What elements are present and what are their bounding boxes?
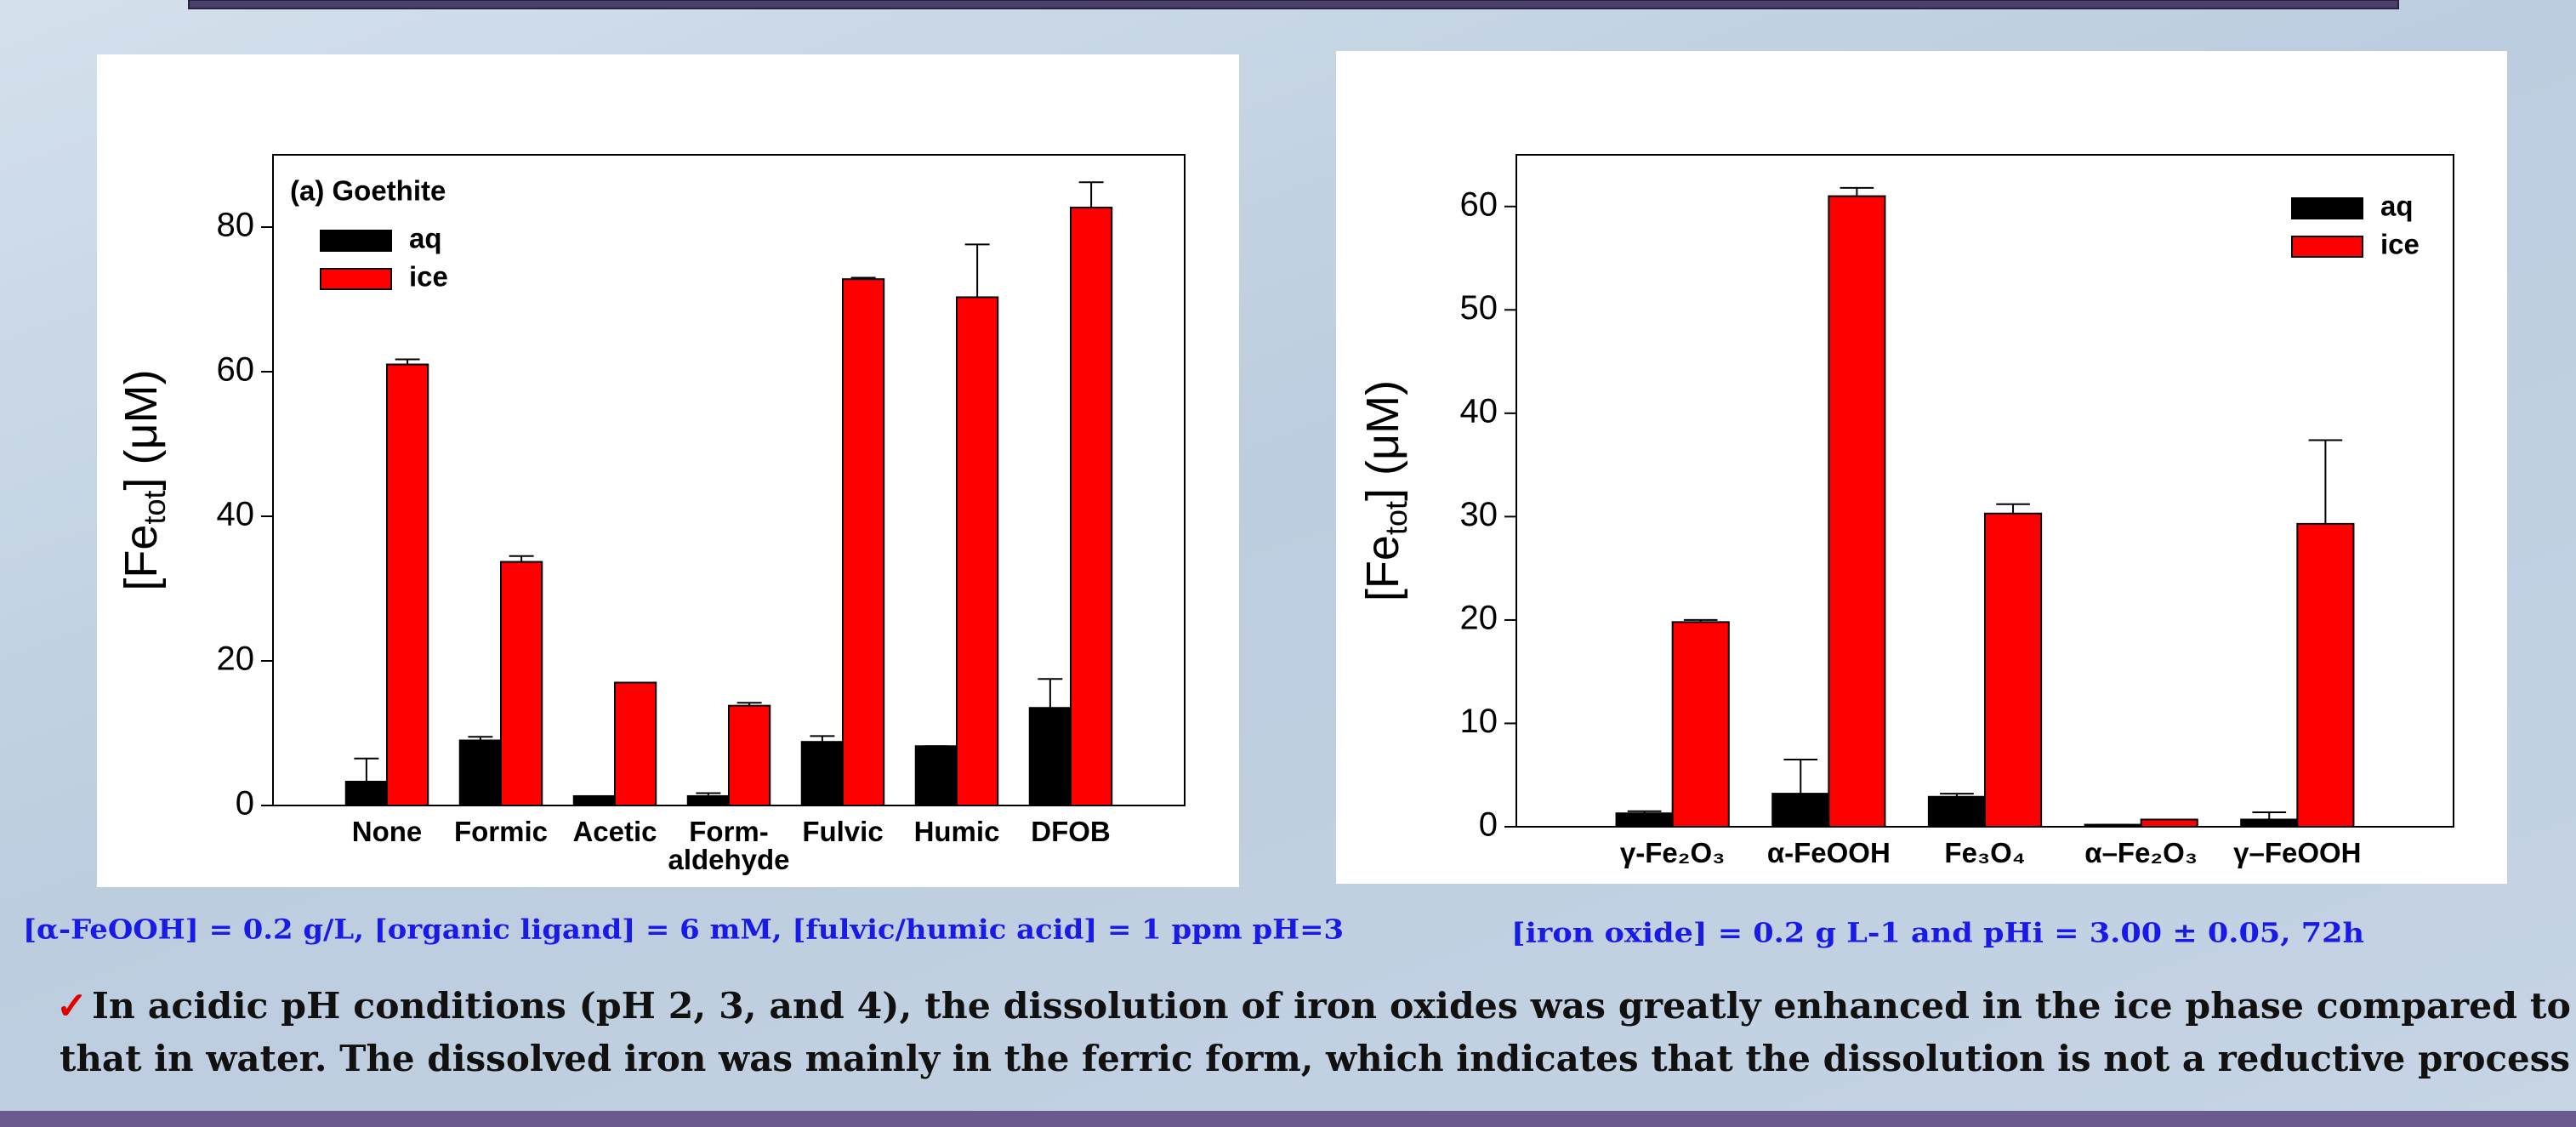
x-tick-label-box: Humic xyxy=(913,817,1000,847)
bar xyxy=(500,561,543,806)
caption: [α-FeOOH] = 0.2 g/L, [organic ligand] = … xyxy=(23,914,1344,946)
y-tick-label: 60 xyxy=(217,351,255,389)
y-tick-label: 0 xyxy=(236,785,254,822)
x-tick-label: DFOB xyxy=(1031,817,1111,847)
annotation: (a) Goethite xyxy=(290,175,446,207)
x-tick-label-box: Fe₃O₄ xyxy=(1944,839,2026,868)
y-tick-label: 40 xyxy=(217,496,255,533)
bar xyxy=(386,363,429,806)
bar xyxy=(2140,818,2198,828)
legend-swatch xyxy=(2291,236,2363,258)
x-tick-label: γ-Fe₂O₃ xyxy=(1619,839,1726,868)
plot-frame xyxy=(272,154,1186,806)
x-tick-label: α–Fe₂O₃ xyxy=(2084,839,2198,868)
x-tick-label: Fulvic xyxy=(802,817,884,847)
legend-swatch xyxy=(2291,197,2363,219)
y-axis-label: [Fetot] (μM) xyxy=(1357,380,1413,601)
y-tick-label: 20 xyxy=(217,640,255,678)
x-tick-label-box: α-FeOOH xyxy=(1766,839,1891,868)
x-tick-label-box: γ-Fe₂O₃ xyxy=(1619,839,1726,868)
bar xyxy=(956,296,999,806)
bar xyxy=(614,681,657,806)
legend-label: ice xyxy=(409,261,448,293)
bullet-text: In acidic pH conditions (pH 2, 3, and 4)… xyxy=(92,985,2571,1027)
bar xyxy=(2240,818,2299,828)
bullet-mark: ✓ xyxy=(56,986,88,1027)
y-axis-label: [Fetot] (μM) xyxy=(116,369,171,590)
x-tick-label-box: γ–FeOOH xyxy=(2233,839,2362,868)
bar xyxy=(800,741,844,807)
y-axis-label-part: ] (μM) xyxy=(116,369,167,490)
y-tick-label: 0 xyxy=(1479,806,1498,844)
x-tick-label-box: DFOB xyxy=(1031,817,1111,847)
y-tick-label: 40 xyxy=(1460,392,1498,430)
bar xyxy=(842,278,885,806)
bar xyxy=(2296,522,2355,828)
bar xyxy=(572,794,617,807)
x-tick-label: α-FeOOH xyxy=(1766,839,1891,868)
y-axis-label-sub: tot xyxy=(137,491,172,525)
y-axis-label-part: ] (μM) xyxy=(1357,380,1408,501)
x-tick-label: γ–FeOOH xyxy=(2233,839,2362,868)
legend-swatch xyxy=(320,268,392,290)
y-axis-label-sub: tot xyxy=(1379,501,1413,535)
x-tick-label: Fe₃O₄ xyxy=(1944,839,2026,868)
x-tick-label: Formic xyxy=(453,817,549,847)
top-bar xyxy=(188,0,2399,9)
y-tick-label: 10 xyxy=(1460,703,1498,740)
x-tick-label-box: None xyxy=(351,817,423,847)
legend-swatch xyxy=(320,230,392,252)
y-axis-label-part: [Fe xyxy=(1357,535,1408,601)
x-tick-label-box: α–Fe₂O₃ xyxy=(2084,839,2198,868)
x-tick-label: Humic xyxy=(913,817,1000,847)
bar xyxy=(1771,793,1830,828)
x-tick-label-box: Fulvic xyxy=(802,817,884,847)
bar xyxy=(914,745,958,806)
bar xyxy=(1671,621,1730,828)
y-tick-label: 80 xyxy=(217,207,255,244)
x-tick-label-box: Acetic xyxy=(572,817,657,847)
legend-label: ice xyxy=(2380,229,2420,260)
legend-label: aq xyxy=(2380,191,2414,222)
bullet-text: that in water. The dissolved iron was ma… xyxy=(60,1038,2570,1079)
bar xyxy=(686,794,731,807)
x-tick-label-box: Formic xyxy=(453,817,549,847)
legend-label: aq xyxy=(409,223,442,254)
y-tick-label: 20 xyxy=(1460,599,1498,636)
bar xyxy=(728,704,771,807)
bottom-bar xyxy=(0,1111,2576,1127)
x-tick-label: Form- aldehyde xyxy=(668,817,790,875)
y-tick-label: 30 xyxy=(1460,496,1498,533)
y-tick-label: 50 xyxy=(1460,289,1498,327)
y-tick-label: 60 xyxy=(1460,185,1498,223)
bar xyxy=(458,739,503,806)
plot-frame xyxy=(1515,154,2454,828)
caption: [iron oxide] = 0.2 g L-1 and pHi = 3.00 … xyxy=(1511,917,2364,949)
bar xyxy=(1828,195,1886,828)
x-tick-label: Acetic xyxy=(572,817,657,847)
x-tick-label-box: Form- aldehyde xyxy=(668,817,790,875)
bar xyxy=(1070,207,1113,807)
bar xyxy=(1984,512,2043,828)
bar xyxy=(1927,795,1986,828)
y-axis-label-part: [Fe xyxy=(116,525,167,591)
bar xyxy=(1028,707,1072,806)
bar xyxy=(344,780,389,807)
bar xyxy=(1615,812,1674,828)
x-tick-label: None xyxy=(351,817,423,847)
